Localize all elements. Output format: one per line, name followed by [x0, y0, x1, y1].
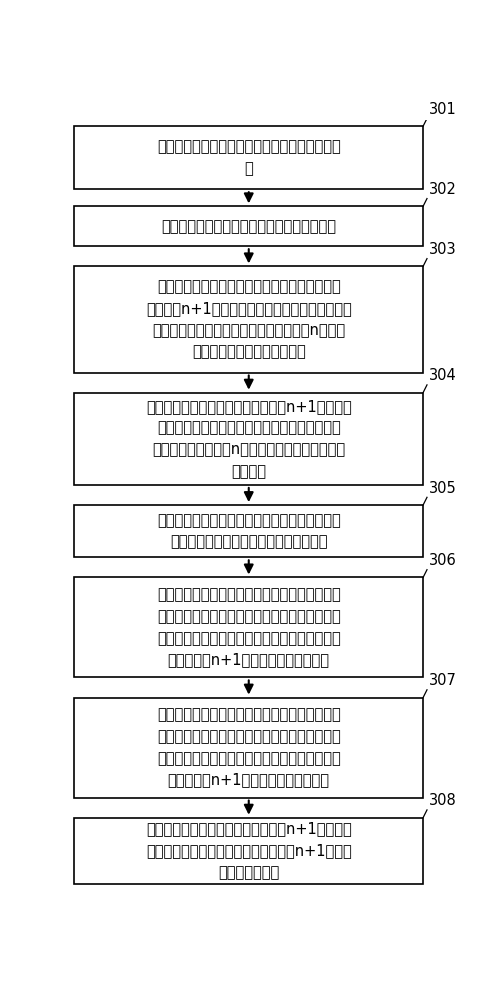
Bar: [74, 818, 422, 884]
Text: 目标端设备比较所述第一保密容量与所述第二保
密容量的大小，将所述第一保密容量与所述第二
保密容量中数值较大的保密容量确定为所述通信
系统在第（n+1）时隙最佳的: 目标端设备比较所述第一保密容量与所述第二保 密容量的大小，将所述第一保密容量与所…: [156, 588, 340, 667]
Bar: [74, 393, 422, 485]
Bar: [74, 505, 422, 557]
Text: 目标端设备获取所述移动设备在第（n+1）时隙的
第一窃听容量，以及确定所述第一窃听容量相对
于所述移动设备在第n时隙的第二窃听容量的第二
变化趋势: 目标端设备获取所述移动设备在第（n+1）时隙的 第一窃听容量，以及确定所述第一窃…: [146, 399, 351, 479]
Text: 306: 306: [428, 553, 456, 568]
Text: 308: 308: [428, 793, 456, 808]
Text: 目标端设备根据所述第一变化趋势以及所述第二
变化趋势，向所述移动设备发送反馈信息: 目标端设备根据所述第一变化趋势以及所述第二 变化趋势，向所述移动设备发送反馈信息: [156, 513, 340, 549]
Text: 目标端设备保存所述通信系统在第（n+1）时隙最
佳的保密容量以及所述通信系统在第（n+1）时隙
最佳的窃听容量: 目标端设备保存所述通信系统在第（n+1）时隙最 佳的保密容量以及所述通信系统在第…: [146, 822, 351, 880]
Bar: [74, 126, 422, 189]
Text: 目标端设备向所述移动设备发送所述人工噪声信
号: 目标端设备向所述移动设备发送所述人工噪声信 号: [156, 139, 340, 176]
Text: 304: 304: [428, 368, 456, 383]
Text: 302: 302: [428, 182, 456, 197]
Text: 目标端设备根据所述处理信号，确定所述通信系
统在第（n+1）时隙的第一保密容量，以及确定所
述第一保密容量相对于所述通信系统在第n时隙的
第二保密容量的第一变化: 目标端设备根据所述处理信号，确定所述通信系 统在第（n+1）时隙的第一保密容量，…: [146, 280, 351, 359]
Bar: [74, 577, 422, 677]
Bar: [74, 206, 422, 246]
Bar: [74, 698, 422, 798]
Text: 301: 301: [428, 102, 456, 117]
Text: 307: 307: [428, 673, 456, 688]
Bar: [74, 266, 422, 373]
Text: 305: 305: [428, 481, 456, 496]
Text: 目标端设备接收所述移动设备返回的处理信号: 目标端设备接收所述移动设备返回的处理信号: [161, 219, 336, 234]
Text: 目标端设备比较所述第一窃听容量与所述第二窃
听容量的大小，将所述第一窃听容量与所述第二
窃听容量中数值较大的窃听容量确定为所述通信
系统在第（n+1）时隙最佳的: 目标端设备比较所述第一窃听容量与所述第二窃 听容量的大小，将所述第一窃听容量与所…: [156, 708, 340, 787]
Text: 303: 303: [428, 242, 456, 257]
